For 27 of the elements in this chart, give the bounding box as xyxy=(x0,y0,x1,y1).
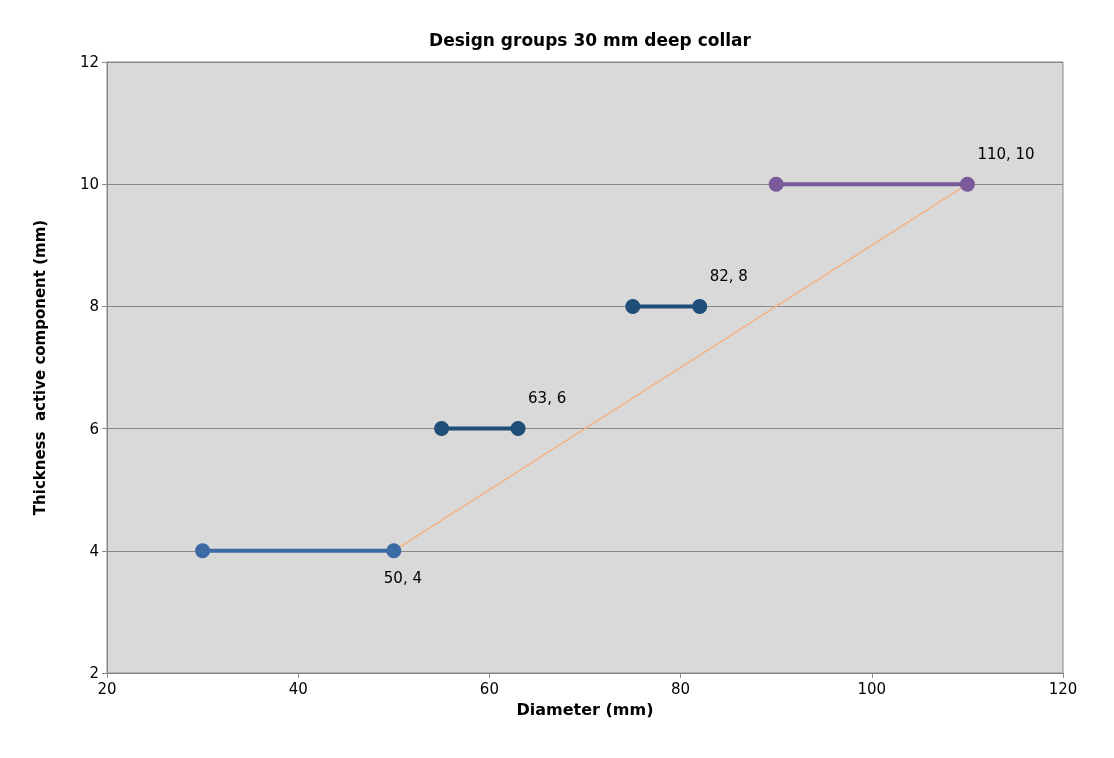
x-tick-label: 40 xyxy=(288,679,308,698)
y-tick-label: 4 xyxy=(89,541,99,560)
y-tick-label: 2 xyxy=(89,664,99,682)
point xyxy=(434,421,450,437)
annotation: 82, 8 xyxy=(709,266,748,285)
annotation: 110, 10 xyxy=(977,144,1035,163)
y-axis-title: Thickness active component (mm) xyxy=(30,219,49,516)
x-axis-title: Diameter (mm) xyxy=(516,699,654,719)
x-tick-label: 60 xyxy=(479,679,499,698)
chart-title: Design groups 30 mm deep collar xyxy=(429,29,752,50)
x-tick-label: 120 xyxy=(1048,679,1078,698)
x-tick-label: 80 xyxy=(671,679,691,698)
annotation: 50, 4 xyxy=(383,569,422,588)
point xyxy=(768,176,784,192)
y-tick-label: 10 xyxy=(79,175,99,194)
annotation: 63, 6 xyxy=(528,389,567,408)
x-tick-label: 100 xyxy=(857,679,887,698)
point xyxy=(510,421,526,437)
y-tick-label: 12 xyxy=(79,53,99,71)
point xyxy=(195,543,211,559)
point xyxy=(959,176,975,192)
point xyxy=(625,298,641,314)
y-tick-label: 8 xyxy=(89,297,99,316)
point xyxy=(386,543,402,559)
x-tick-label: 20 xyxy=(97,679,117,698)
point xyxy=(692,298,708,314)
y-tick-label: 6 xyxy=(89,419,99,438)
